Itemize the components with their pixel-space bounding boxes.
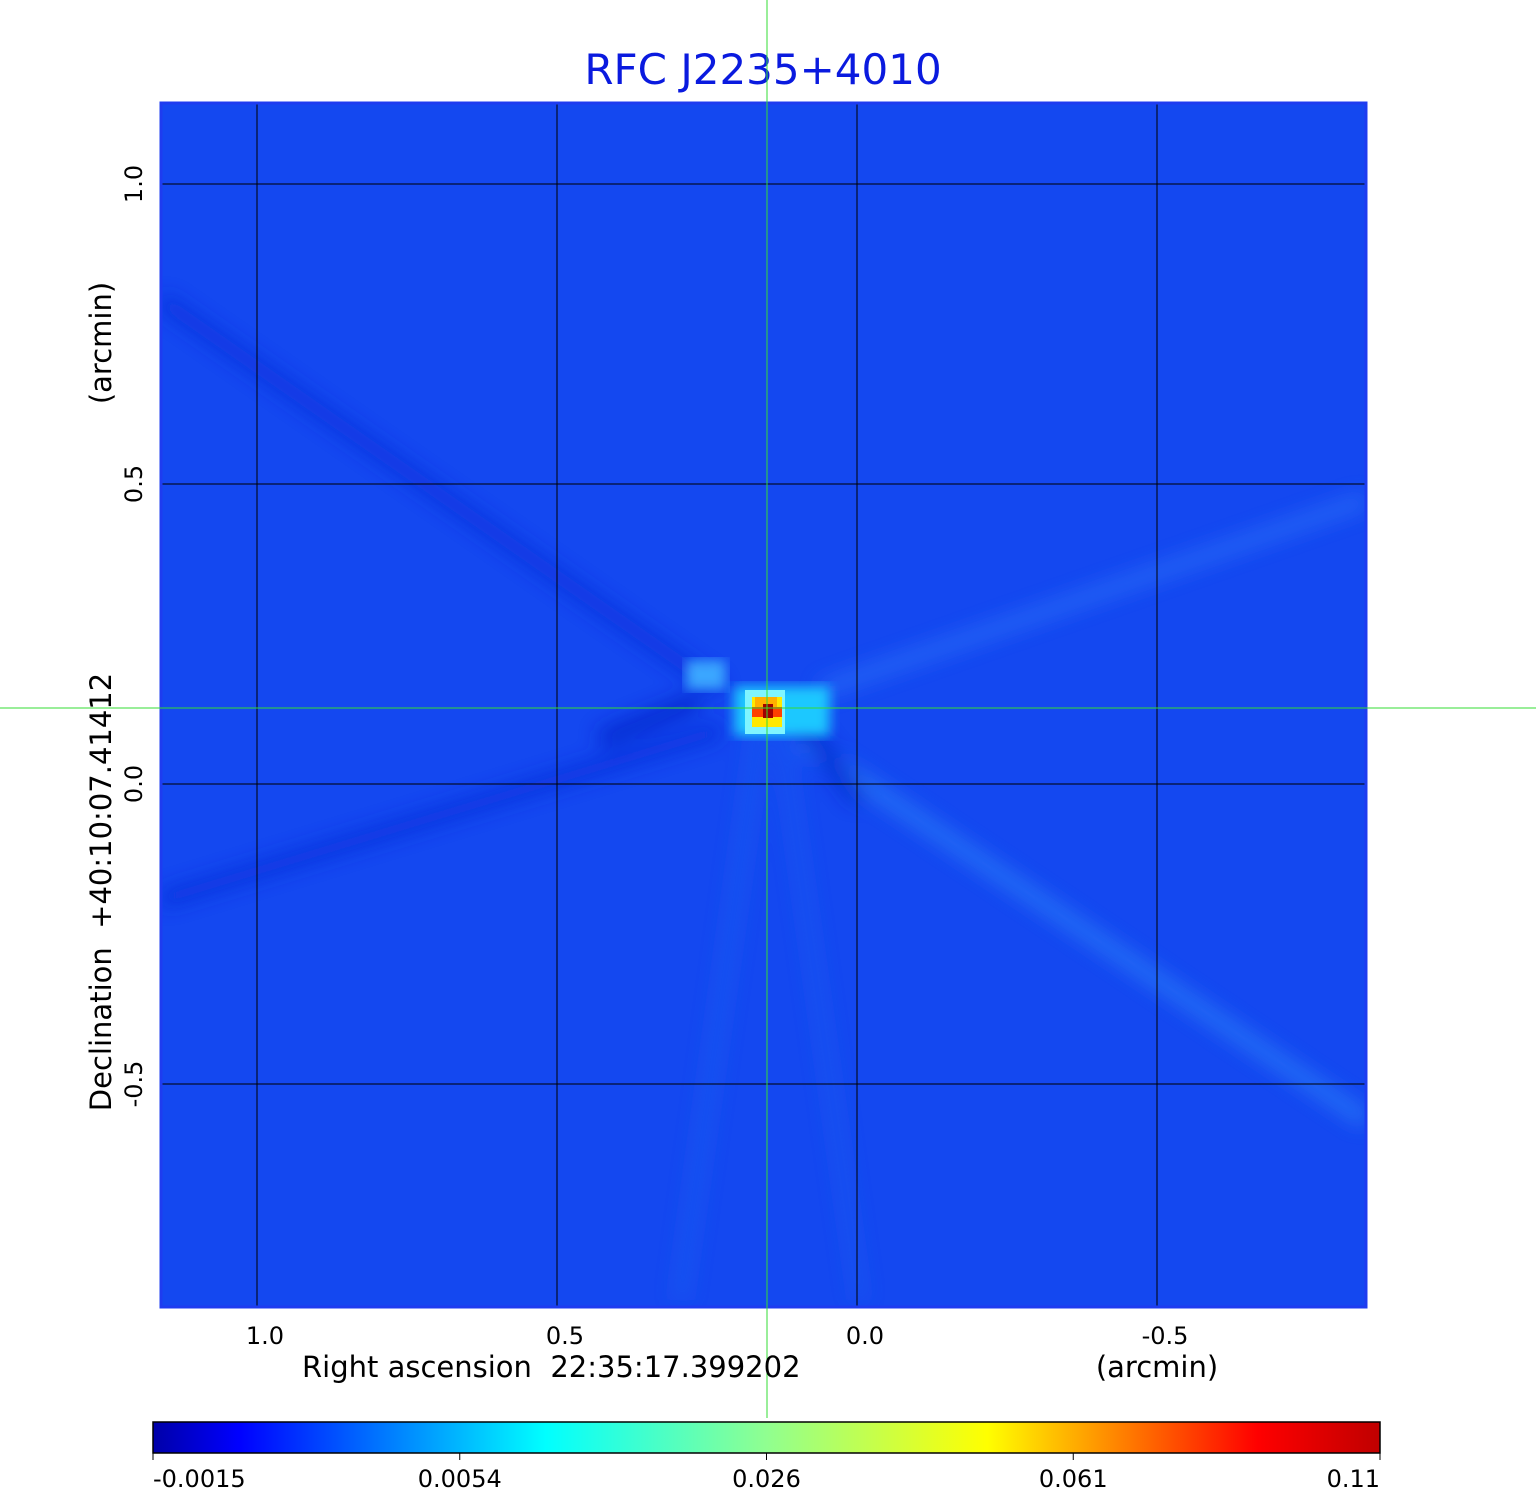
y-tick-labels: 1.0 0.5 0.0 -0.5 xyxy=(120,165,148,1108)
chart-title: RFC J2235+4010 xyxy=(584,45,941,94)
colorbar-tick-label: 0.026 xyxy=(732,1465,801,1493)
colorbar-tick-label: 0.11 xyxy=(1327,1465,1380,1493)
x-tick-label: 0.0 xyxy=(846,1322,884,1350)
colorbar-tick-label: -0.0015 xyxy=(153,1465,246,1493)
plot-area xyxy=(161,103,1366,1307)
colorbar-ticks: -0.0015 0.0054 0.026 0.061 0.11 xyxy=(152,1453,1381,1493)
x-axis-units: (arcmin) xyxy=(1096,1350,1218,1384)
y-tick-label: 0.0 xyxy=(120,765,148,803)
colorbar xyxy=(152,1421,1381,1454)
x-axis-label: Right ascension 22:35:17.399202 xyxy=(302,1350,801,1384)
y-tick-label: 1.0 xyxy=(120,165,148,203)
colorbar-tick-label: 0.0054 xyxy=(418,1465,502,1493)
x-tick-labels: 1.0 0.5 0.0 -0.5 xyxy=(246,1322,1189,1350)
y-tick-label: 0.5 xyxy=(120,465,148,503)
x-tick-label: -0.5 xyxy=(1142,1322,1189,1350)
sidelobe-streaks xyxy=(161,294,1366,1301)
y-axis-units: (arcmin) xyxy=(84,282,118,404)
y-tick-label: -0.5 xyxy=(120,1061,148,1108)
x-tick-label: 0.5 xyxy=(546,1322,584,1350)
grid-lines xyxy=(161,103,1366,1307)
y-axis-label: Declination +40:10:07.41412 xyxy=(84,673,118,1111)
plot-frame xyxy=(159,101,1368,1309)
colorbar-tick-label: 0.061 xyxy=(1039,1465,1108,1493)
x-tick-label: 1.0 xyxy=(246,1322,284,1350)
